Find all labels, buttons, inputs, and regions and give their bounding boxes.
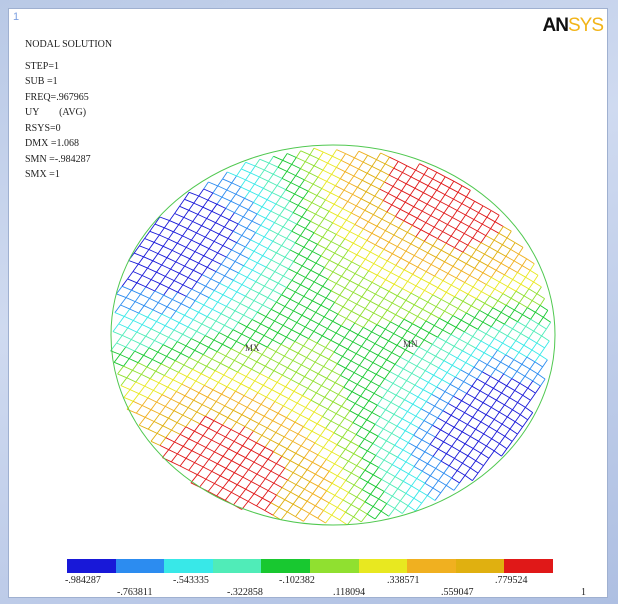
legend-color-swatch: [358, 559, 408, 573]
info-sub: SUB =1: [25, 76, 58, 87]
solution-info-block: NODAL SOLUTION STEP=1 SUB =1 FREQ=.96796…: [25, 37, 112, 183]
min-marker: MN: [403, 339, 418, 349]
contour-mesh-plot: [110, 144, 556, 526]
info-smx: SMX =1: [25, 169, 60, 180]
info-step: STEP=1: [25, 60, 59, 72]
legend-color-swatch: [212, 559, 262, 573]
window-number: 1: [13, 11, 20, 23]
legend-label: -.984287: [65, 575, 101, 586]
legend-label: .779524: [495, 575, 528, 586]
info-title: NODAL SOLUTION: [25, 39, 113, 50]
legend-label: .559047: [441, 587, 474, 598]
legend-label: -.543335: [173, 575, 209, 586]
legend-label: 1: [581, 587, 586, 598]
legend-label: .118094: [333, 587, 366, 598]
legend-color-swatch: [115, 559, 165, 573]
legend-color-swatch: [504, 559, 553, 573]
legend-color-swatch: [455, 559, 505, 573]
info-uy: UY (AVG): [25, 107, 87, 118]
info-dmx: DMX =1.068: [25, 138, 79, 149]
contour-legend-bar: [67, 559, 553, 573]
mesh-outline: [110, 144, 556, 526]
legend-label: -.102382: [279, 575, 315, 586]
legend-label: -.322858: [227, 587, 263, 598]
legend-color-swatch: [67, 559, 116, 573]
max-marker: MX: [245, 343, 260, 353]
info-smn: SMN =-.984287: [25, 153, 91, 165]
legend-color-swatch: [261, 559, 310, 573]
legend-color-swatch: [407, 559, 456, 573]
legend-color-swatch: [309, 559, 359, 573]
legend-label: -.763811: [117, 587, 153, 598]
legend-color-swatch: [164, 559, 213, 573]
info-freq: FREQ=.967965: [25, 91, 89, 103]
graphics-window[interactable]: 1 ANSYS NODAL SOLUTION STEP=1 SUB =1 FRE…: [8, 8, 608, 598]
info-rsys: RSYS=0: [25, 122, 61, 134]
legend-label: .338571: [387, 575, 420, 586]
ansys-logo: ANSYS: [542, 15, 604, 36]
mesh-lines: [110, 147, 552, 526]
